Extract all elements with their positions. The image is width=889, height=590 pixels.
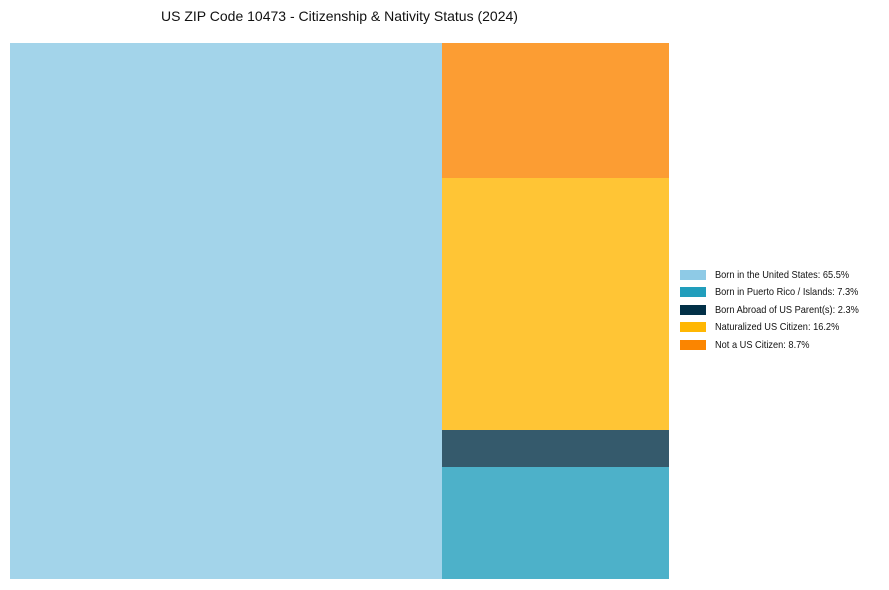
- legend-label: Born in Puerto Rico / Islands: 7.3%: [715, 286, 859, 299]
- legend: Born in the United States: 65.5% Born in…: [680, 266, 878, 354]
- tile-born-in-us: [10, 43, 442, 579]
- tile-not-us-citizen: [442, 43, 669, 178]
- legend-item-born-in-us: Born in the United States: 65.5%: [680, 266, 878, 284]
- tile-born-puerto-rico: [442, 467, 669, 579]
- legend-swatch: [680, 304, 706, 315]
- legend-swatch: [680, 269, 706, 280]
- tile-born-abroad-us-parents: [442, 430, 669, 467]
- legend-item-born-abroad: Born Abroad of US Parent(s): 2.3%: [680, 301, 878, 319]
- legend-item-born-puerto-rico: Born in Puerto Rico / Islands: 7.3%: [680, 284, 878, 302]
- legend-label: Naturalized US Citizen: 16.2%: [715, 321, 840, 334]
- treemap: [10, 43, 669, 579]
- legend-swatch: [680, 322, 706, 333]
- tile-naturalized: [442, 178, 669, 430]
- legend-swatch: [680, 339, 706, 350]
- legend-label: Not a US Citizen: 8.7%: [715, 338, 810, 351]
- legend-label: Born in the United States: 65.5%: [715, 268, 850, 281]
- chart-title: US ZIP Code 10473 - Citizenship & Nativi…: [161, 8, 518, 24]
- legend-item-naturalized: Naturalized US Citizen: 16.2%: [680, 319, 878, 337]
- legend-item-not-citizen: Not a US Citizen: 8.7%: [680, 336, 878, 354]
- legend-label: Born Abroad of US Parent(s): 2.3%: [715, 303, 859, 316]
- legend-swatch: [680, 287, 706, 298]
